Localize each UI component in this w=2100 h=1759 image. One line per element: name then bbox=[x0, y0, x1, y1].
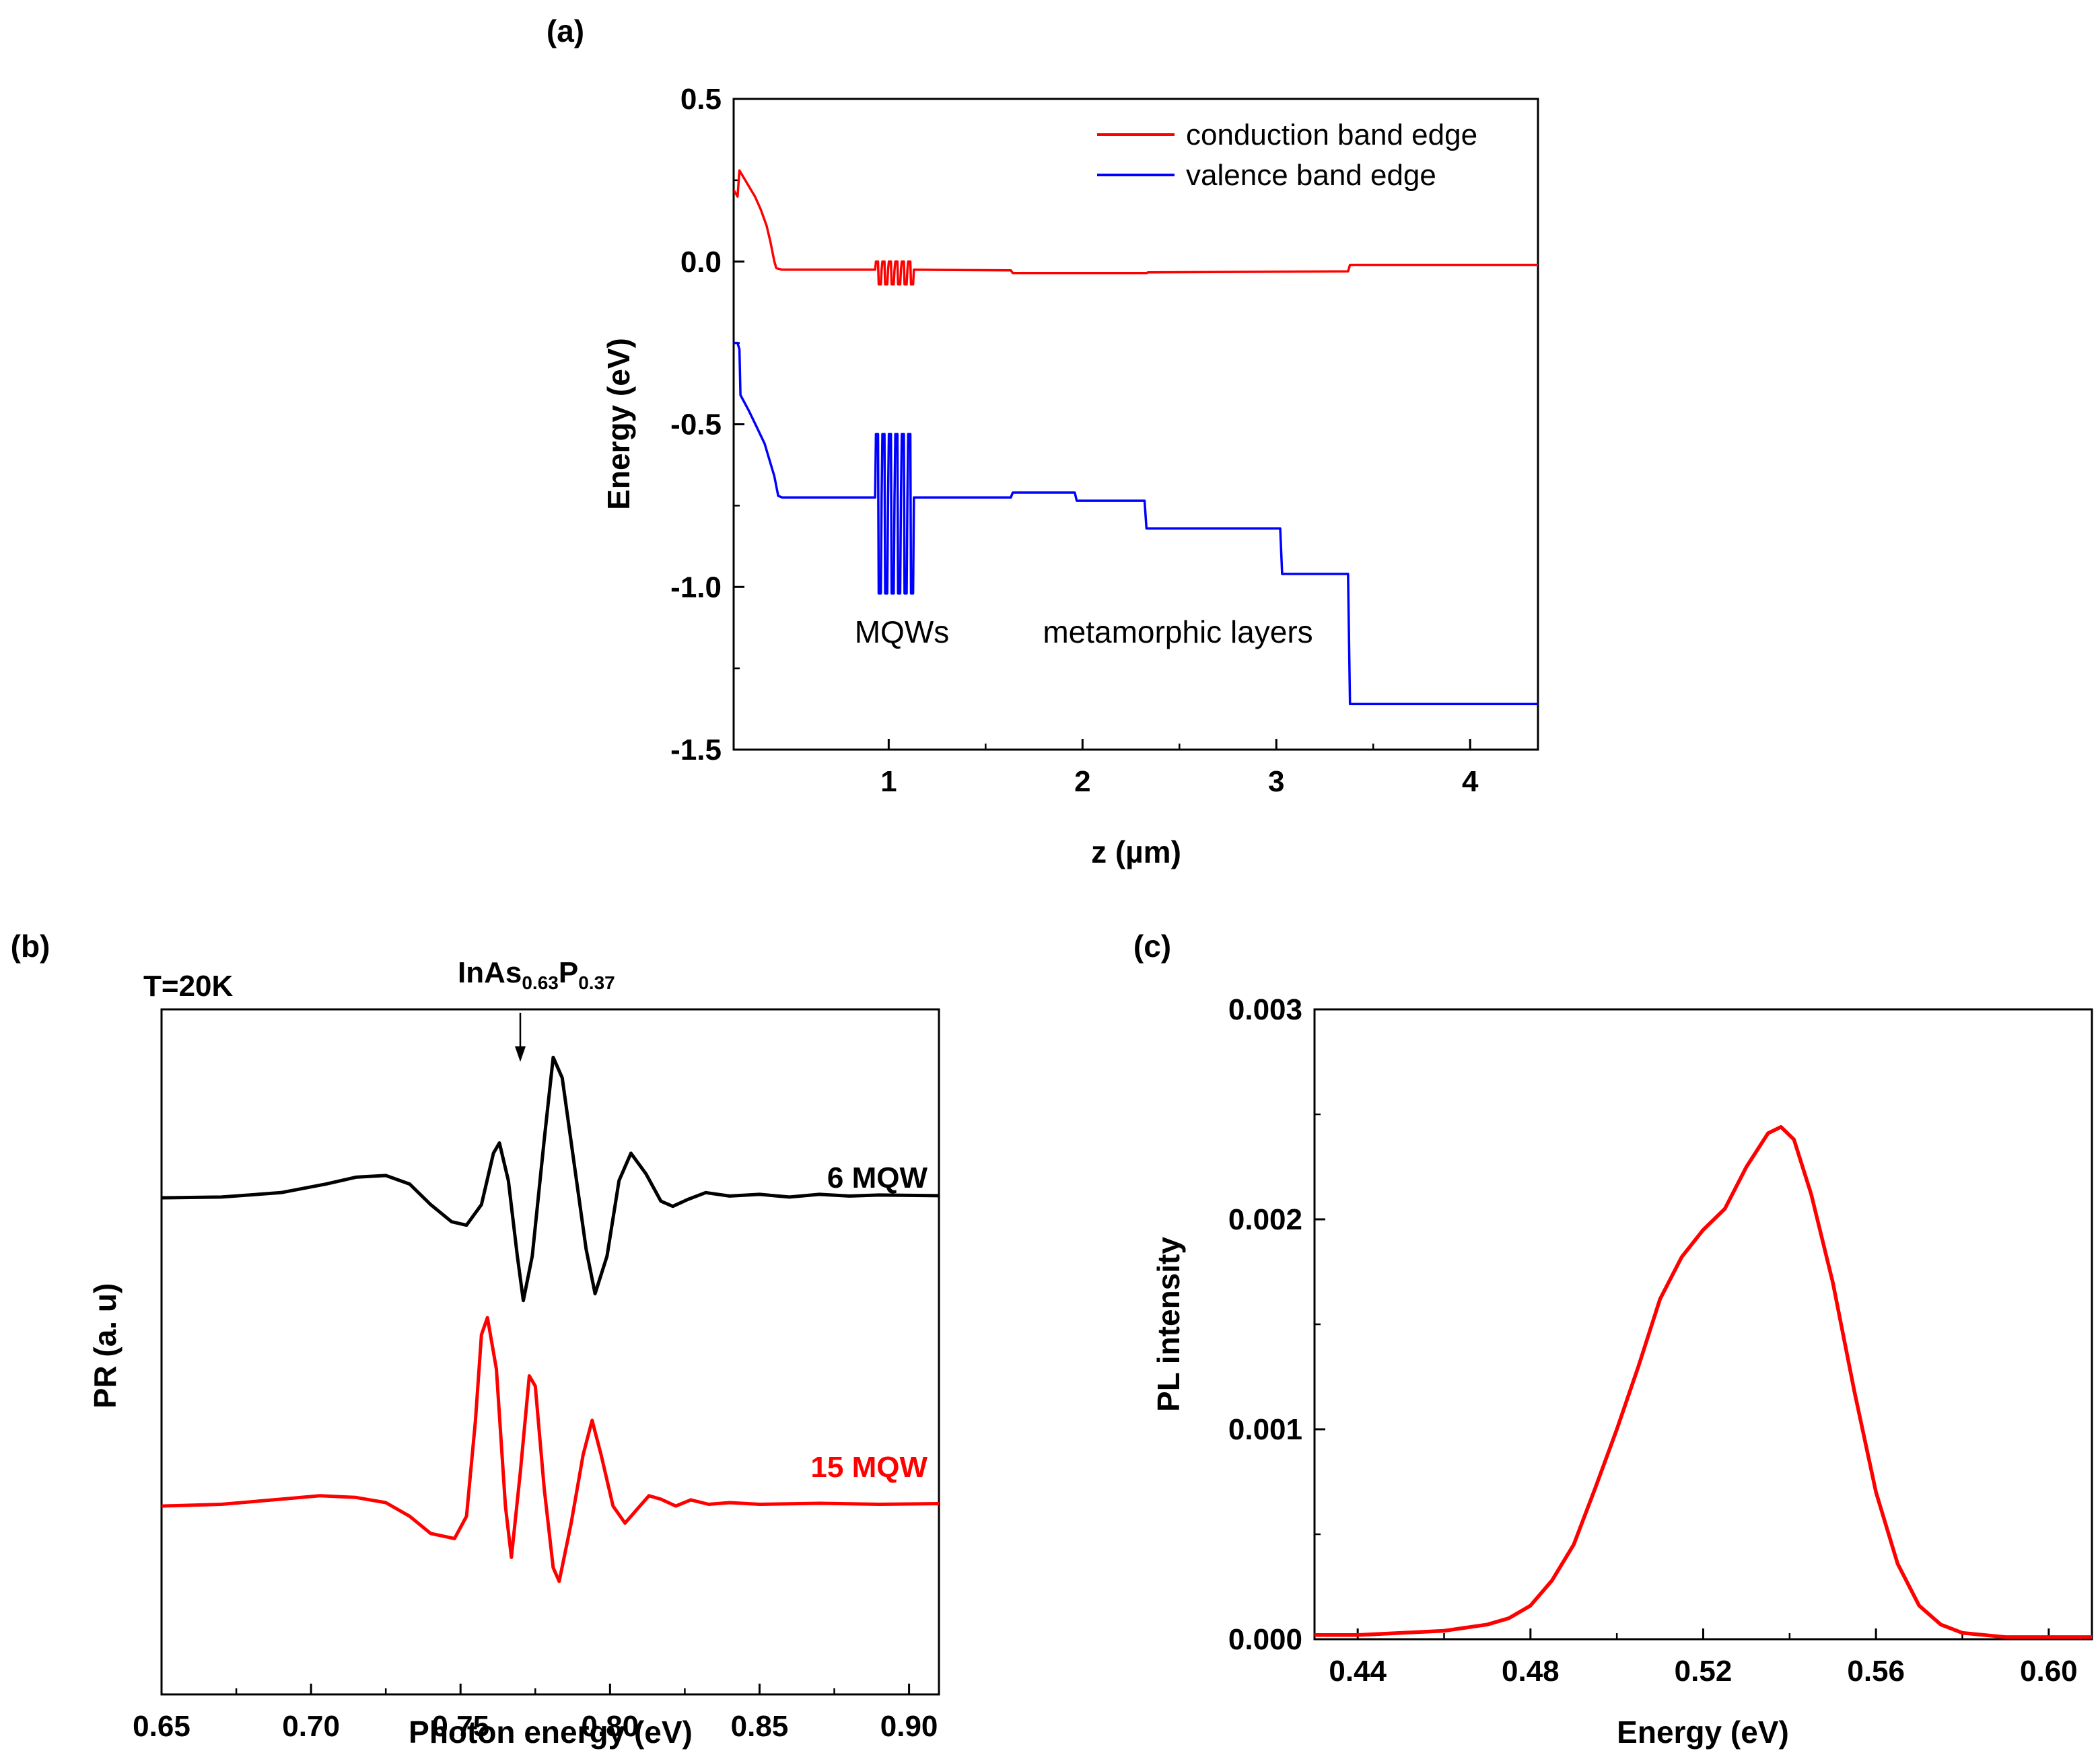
panel-c-series-pl-line bbox=[1315, 1124, 2092, 1639]
panel-a-x-tick-label-2: 3 bbox=[1268, 765, 1284, 798]
panel-b-x-label: Photon energy (eV) bbox=[409, 1715, 693, 1750]
panel-a-y-tick-label-4: -1.5 bbox=[670, 733, 722, 766]
panel-b-series-15mqw-line bbox=[162, 1316, 939, 1583]
inasp-arrow-head bbox=[515, 1046, 526, 1062]
annotation-metamorphic-layers: metamorphic layers bbox=[1043, 614, 1312, 649]
inasp-sub2: 0.37 bbox=[578, 972, 615, 993]
panel-b-label: (b) bbox=[11, 929, 50, 964]
panel-a-y-tick-label-1: 0.0 bbox=[680, 246, 722, 279]
series-label-6mqw: 6 MQW bbox=[827, 1161, 928, 1194]
panel-a-series-valence-line bbox=[734, 341, 1538, 706]
panel-b-x-tick-label-1: 0.70 bbox=[282, 1710, 340, 1743]
panel-b-series-6mqw-line bbox=[162, 1055, 939, 1303]
panel-b-x-tick-label-0: 0.65 bbox=[133, 1710, 190, 1743]
inasp-arrow bbox=[515, 1013, 526, 1062]
panel-c-x-tick-label-3: 0.56 bbox=[1847, 1655, 1905, 1688]
panel-a-x-tick-label-3: 4 bbox=[1462, 765, 1479, 798]
panel-a: (a) 1 2 3 4 0.5 0.0 -0.5 -1.0 -1.5 conduction b… bbox=[547, 13, 1539, 869]
panel-c-y-axis: 0.000 0.001 0.002 0.003 bbox=[1228, 993, 1325, 1656]
panel-c-y-tick-label-3: 0.003 bbox=[1228, 993, 1302, 1026]
panel-c: (c) 0.44 0.48 0.52 0.56 0.60 0.000 0.001 0.002… bbox=[1133, 929, 2093, 1750]
inasp-composition-label: InAs0.63P0.37 bbox=[458, 956, 615, 993]
panel-c-x-label: Energy (eV) bbox=[1617, 1715, 1789, 1750]
panel-a-label: (a) bbox=[547, 13, 584, 48]
panel-c-y-tick-label-1: 0.001 bbox=[1228, 1413, 1302, 1446]
panel-b-plot-frame bbox=[160, 1008, 940, 1696]
temperature-label: T=20K bbox=[143, 970, 234, 1003]
legend-label-valence: valence band edge bbox=[1186, 159, 1436, 192]
panel-a-x-tick-label-1: 2 bbox=[1074, 765, 1090, 798]
panel-a-x-tick-label-0: 1 bbox=[880, 765, 897, 798]
inasp-base: InAs bbox=[458, 956, 522, 989]
panel-c-label: (c) bbox=[1133, 929, 1171, 964]
panel-c-y-label: PL intensity bbox=[1151, 1237, 1186, 1412]
panel-a-series bbox=[734, 169, 1538, 706]
panel-a-y-axis: 0.5 0.0 -0.5 -1.0 -1.5 bbox=[670, 83, 744, 766]
panel-b-series bbox=[162, 1055, 939, 1583]
panel-a-x-axis: 1 2 3 4 bbox=[880, 739, 1479, 798]
legend-label-conduction: conduction band edge bbox=[1186, 118, 1477, 151]
panel-c-x-tick-label-4: 0.60 bbox=[2020, 1655, 2078, 1688]
annotation-mqws: MQWs bbox=[855, 614, 950, 649]
panel-c-y-tick-label-2: 0.002 bbox=[1228, 1203, 1302, 1236]
panel-a-y-tick-label-0: 0.5 bbox=[680, 83, 722, 116]
panel-b-x-tick-label-5: 0.90 bbox=[880, 1710, 938, 1743]
panel-a-plot-frame bbox=[732, 98, 1539, 751]
panel-b-y-label: PR (a. u) bbox=[88, 1283, 123, 1409]
panel-c-y-tick-label-0: 0.000 bbox=[1228, 1623, 1302, 1656]
panel-a-y-tick-label-2: -0.5 bbox=[670, 408, 722, 441]
series-label-15mqw: 15 MQW bbox=[810, 1451, 928, 1484]
panel-b-x-tick-label-2: 0.75 bbox=[431, 1710, 489, 1743]
panel-c-x-tick-label-0: 0.44 bbox=[1329, 1655, 1387, 1688]
panel-b-x-tick-label-4: 0.85 bbox=[731, 1710, 789, 1743]
panel-a-legend: conduction band edge valence band edge bbox=[1097, 118, 1477, 192]
inasp-mid: P bbox=[559, 956, 578, 989]
panel-c-x-tick-label-2: 0.52 bbox=[1675, 1655, 1733, 1688]
panel-c-plot-frame bbox=[1313, 1008, 2093, 1641]
panel-a-y-tick-label-3: -1.0 bbox=[670, 571, 722, 604]
panel-b-x-axis: 0.65 0.70 0.75 0.80 0.85 0.90 bbox=[133, 1684, 938, 1743]
inasp-sub1: 0.63 bbox=[522, 972, 559, 993]
panel-c-series bbox=[1315, 1124, 2092, 1639]
panel-c-x-axis: 0.44 0.48 0.52 0.56 0.60 bbox=[1329, 1628, 2078, 1688]
panel-c-x-tick-label-1: 0.48 bbox=[1502, 1655, 1560, 1688]
panel-b-x-tick-label-3: 0.80 bbox=[582, 1710, 639, 1743]
panel-a-x-label: z (µm) bbox=[1091, 834, 1181, 869]
panel-a-series-conduction-line bbox=[734, 169, 1538, 286]
panel-a-y-label: Energy (eV) bbox=[601, 338, 636, 510]
panel-b: (b) T=20K InAs0.63P0.37 0.65 0.70 0.75 0.80… bbox=[11, 929, 940, 1750]
